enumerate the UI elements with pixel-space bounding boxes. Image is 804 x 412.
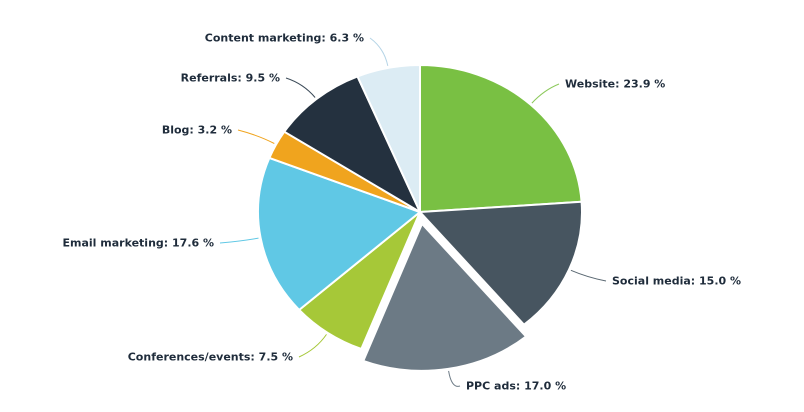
leader-line-content-marketing xyxy=(369,37,389,67)
slice-label-social-media: Social media: 15.0 % xyxy=(612,275,741,288)
slice-label-content-marketing: Content marketing: 6.3 % xyxy=(205,32,364,45)
slice-labels: Website: 23.9 % Social media: 15.0 % PPC a… xyxy=(62,32,741,393)
pie-slice-referrals[interactable] xyxy=(283,75,421,213)
leader-line-ppc-ads xyxy=(448,370,461,387)
slice-label-website: Website: 23.9 % xyxy=(565,78,665,91)
leader-line-conferences-events xyxy=(298,334,327,358)
pie-slices xyxy=(257,64,583,372)
slice-label-conferences-events: Conferences/events: 7.5 % xyxy=(128,351,293,364)
slice-label-blog: Blog: 3.2 % xyxy=(162,124,232,137)
leader-lines xyxy=(219,37,607,387)
slice-label-ppc-ads: PPC ads: 17.0 % xyxy=(466,380,566,393)
leader-line-email-marketing xyxy=(219,237,259,244)
leader-line-social-media xyxy=(570,269,607,282)
leader-line-referrals xyxy=(285,77,316,98)
pie-slice-content-marketing[interactable] xyxy=(356,64,421,213)
leader-line-blog xyxy=(237,129,275,144)
pie-slice-email-marketing[interactable] xyxy=(257,156,421,311)
pie-slice-social-media[interactable] xyxy=(419,200,583,326)
slice-label-referrals: Referrals: 9.5 % xyxy=(181,72,280,85)
pie-slice-ppc-ads[interactable] xyxy=(362,222,527,372)
slice-label-email-marketing: Email marketing: 17.6 % xyxy=(62,237,214,250)
pie-slice-website[interactable] xyxy=(419,64,583,213)
leader-line-website xyxy=(531,83,560,104)
